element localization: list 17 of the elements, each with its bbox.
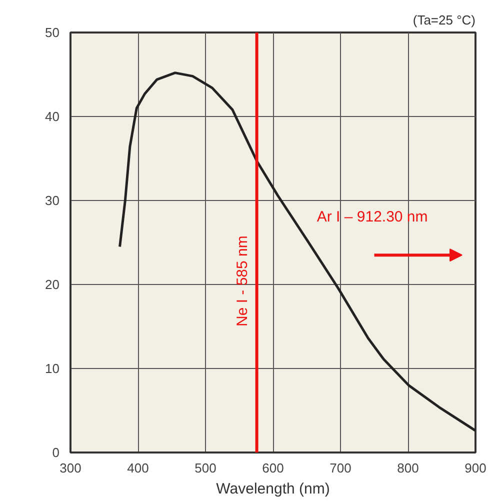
y-tick-label: 0 bbox=[52, 445, 60, 460]
x-tick-label: 600 bbox=[262, 460, 284, 476]
x-axis-title: Wavelength (nm) bbox=[216, 480, 330, 498]
x-tick-label: 500 bbox=[194, 460, 216, 476]
y-tick-label: 50 bbox=[45, 25, 60, 40]
x-tick-label: 900 bbox=[464, 460, 486, 476]
y-tick-label: 20 bbox=[45, 277, 60, 292]
x-tick-label: 400 bbox=[127, 460, 149, 476]
y-tick-label: 40 bbox=[45, 109, 60, 124]
x-tick-label: 300 bbox=[60, 460, 82, 476]
text: (Ta=25 °C) bbox=[412, 12, 476, 28]
x-tick-label: 700 bbox=[330, 460, 352, 476]
line-series bbox=[118, 72, 476, 432]
y-tick-label: 30 bbox=[45, 193, 60, 208]
ref-line-label: Ne I - 585 nm bbox=[234, 236, 251, 326]
y-tick-label: 10 bbox=[45, 361, 60, 376]
x-tick-label: 800 bbox=[397, 460, 419, 476]
